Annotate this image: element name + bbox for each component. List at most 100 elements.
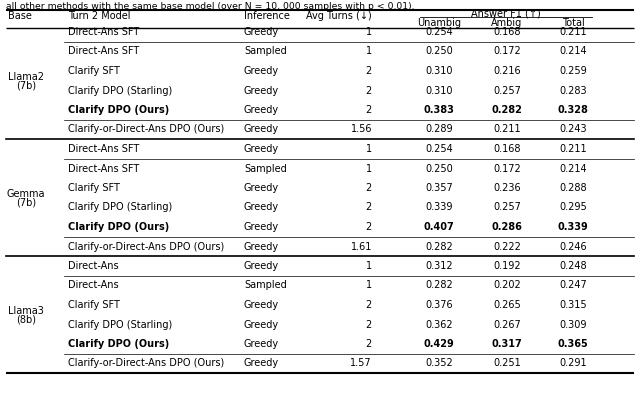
Text: 0.339: 0.339 (557, 222, 588, 232)
Text: 0.211: 0.211 (559, 144, 587, 154)
Text: 0.310: 0.310 (425, 86, 452, 95)
Text: 0.214: 0.214 (559, 164, 587, 173)
Text: 1: 1 (366, 281, 372, 290)
Text: Greedy: Greedy (244, 183, 279, 193)
Text: 2: 2 (365, 183, 372, 193)
Text: (7b): (7b) (16, 81, 36, 91)
Text: Base: Base (8, 11, 32, 21)
Text: Sampled: Sampled (244, 281, 287, 290)
Text: 0.376: 0.376 (425, 300, 453, 310)
Text: Clarify SFT: Clarify SFT (68, 66, 120, 76)
Text: Greedy: Greedy (244, 222, 279, 232)
Text: 0.295: 0.295 (559, 202, 587, 213)
Text: Direct-Ans SFT: Direct-Ans SFT (68, 27, 140, 37)
Text: (8b): (8b) (16, 315, 36, 325)
Text: Greedy: Greedy (244, 319, 279, 330)
Text: 0.328: 0.328 (557, 105, 588, 115)
Text: 0.216: 0.216 (493, 66, 521, 76)
Text: 2: 2 (365, 339, 372, 349)
Text: Clarify DPO (Starling): Clarify DPO (Starling) (68, 202, 172, 213)
Text: 0.267: 0.267 (493, 319, 521, 330)
Text: 0.312: 0.312 (425, 261, 453, 271)
Text: Clarify SFT: Clarify SFT (68, 183, 120, 193)
Text: 1: 1 (366, 261, 372, 271)
Text: 0.286: 0.286 (492, 222, 522, 232)
Text: 1: 1 (366, 144, 372, 154)
Text: Greedy: Greedy (244, 66, 279, 76)
Text: Clarify DPO (Ours): Clarify DPO (Ours) (68, 339, 169, 349)
Text: 0.172: 0.172 (493, 47, 521, 56)
Text: 0.257: 0.257 (493, 202, 521, 213)
Text: 0.251: 0.251 (493, 359, 521, 368)
Text: Direct-Ans SFT: Direct-Ans SFT (68, 144, 140, 154)
Text: all other methods with the same base model (over N = 10, 000 samples with p < 0.: all other methods with the same base mod… (6, 2, 415, 11)
Text: 0.317: 0.317 (492, 339, 522, 349)
Text: 0.265: 0.265 (493, 300, 521, 310)
Text: Ambig: Ambig (492, 18, 523, 28)
Text: 2: 2 (365, 66, 372, 76)
Text: Greedy: Greedy (244, 300, 279, 310)
Text: (7b): (7b) (16, 198, 36, 208)
Text: 0.282: 0.282 (425, 242, 453, 251)
Text: 0.222: 0.222 (493, 242, 521, 251)
Text: Greedy: Greedy (244, 144, 279, 154)
Text: 2: 2 (365, 222, 372, 232)
Text: 0.257: 0.257 (493, 86, 521, 95)
Text: 0.202: 0.202 (493, 281, 521, 290)
Text: 0.214: 0.214 (559, 47, 587, 56)
Text: Direct-Ans: Direct-Ans (68, 261, 118, 271)
Text: 2: 2 (365, 202, 372, 213)
Text: 0.211: 0.211 (559, 27, 587, 37)
Text: 2: 2 (365, 105, 372, 115)
Text: Direct-Ans: Direct-Ans (68, 281, 118, 290)
Text: 0.283: 0.283 (559, 86, 587, 95)
Text: Clarify-or-Direct-Ans DPO (Ours): Clarify-or-Direct-Ans DPO (Ours) (68, 124, 224, 135)
Text: Answer F1 (↑): Answer F1 (↑) (471, 8, 541, 18)
Text: 0.243: 0.243 (559, 124, 587, 135)
Text: 0.192: 0.192 (493, 261, 521, 271)
Text: Sampled: Sampled (244, 164, 287, 173)
Text: Clarify-or-Direct-Ans DPO (Ours): Clarify-or-Direct-Ans DPO (Ours) (68, 242, 224, 251)
Text: 0.172: 0.172 (493, 164, 521, 173)
Text: Clarify DPO (Ours): Clarify DPO (Ours) (68, 105, 169, 115)
Text: 0.250: 0.250 (425, 47, 453, 56)
Text: Greedy: Greedy (244, 86, 279, 95)
Text: 1.61: 1.61 (351, 242, 372, 251)
Text: 0.288: 0.288 (559, 183, 587, 193)
Text: Direct-Ans SFT: Direct-Ans SFT (68, 47, 140, 56)
Text: Greedy: Greedy (244, 124, 279, 135)
Text: 0.211: 0.211 (493, 124, 521, 135)
Text: 1.57: 1.57 (350, 359, 372, 368)
Text: 0.383: 0.383 (424, 105, 454, 115)
Text: Clarify-or-Direct-Ans DPO (Ours): Clarify-or-Direct-Ans DPO (Ours) (68, 359, 224, 368)
Text: Clarify SFT: Clarify SFT (68, 300, 120, 310)
Text: Inference: Inference (244, 11, 290, 21)
Text: Greedy: Greedy (244, 105, 279, 115)
Text: 0.407: 0.407 (424, 222, 454, 232)
Text: 0.254: 0.254 (425, 144, 453, 154)
Text: 0.168: 0.168 (493, 27, 521, 37)
Text: 0.310: 0.310 (425, 66, 452, 76)
Text: 0.247: 0.247 (559, 281, 587, 290)
Text: Total: Total (562, 18, 584, 28)
Text: Gemma: Gemma (7, 189, 45, 199)
Text: Turn 2 Model: Turn 2 Model (68, 11, 131, 21)
Text: 2: 2 (365, 319, 372, 330)
Text: 1: 1 (366, 27, 372, 37)
Text: 0.282: 0.282 (425, 281, 453, 290)
Text: 0.362: 0.362 (425, 319, 453, 330)
Text: 1: 1 (366, 164, 372, 173)
Text: 0.339: 0.339 (425, 202, 452, 213)
Text: Direct-Ans SFT: Direct-Ans SFT (68, 164, 140, 173)
Text: 0.250: 0.250 (425, 164, 453, 173)
Text: 0.246: 0.246 (559, 242, 587, 251)
Text: Greedy: Greedy (244, 359, 279, 368)
Text: 1: 1 (366, 47, 372, 56)
Text: Greedy: Greedy (244, 202, 279, 213)
Text: 0.168: 0.168 (493, 144, 521, 154)
Text: Greedy: Greedy (244, 339, 279, 349)
Text: 2: 2 (365, 86, 372, 95)
Text: Greedy: Greedy (244, 242, 279, 251)
Text: 0.291: 0.291 (559, 359, 587, 368)
Text: Sampled: Sampled (244, 47, 287, 56)
